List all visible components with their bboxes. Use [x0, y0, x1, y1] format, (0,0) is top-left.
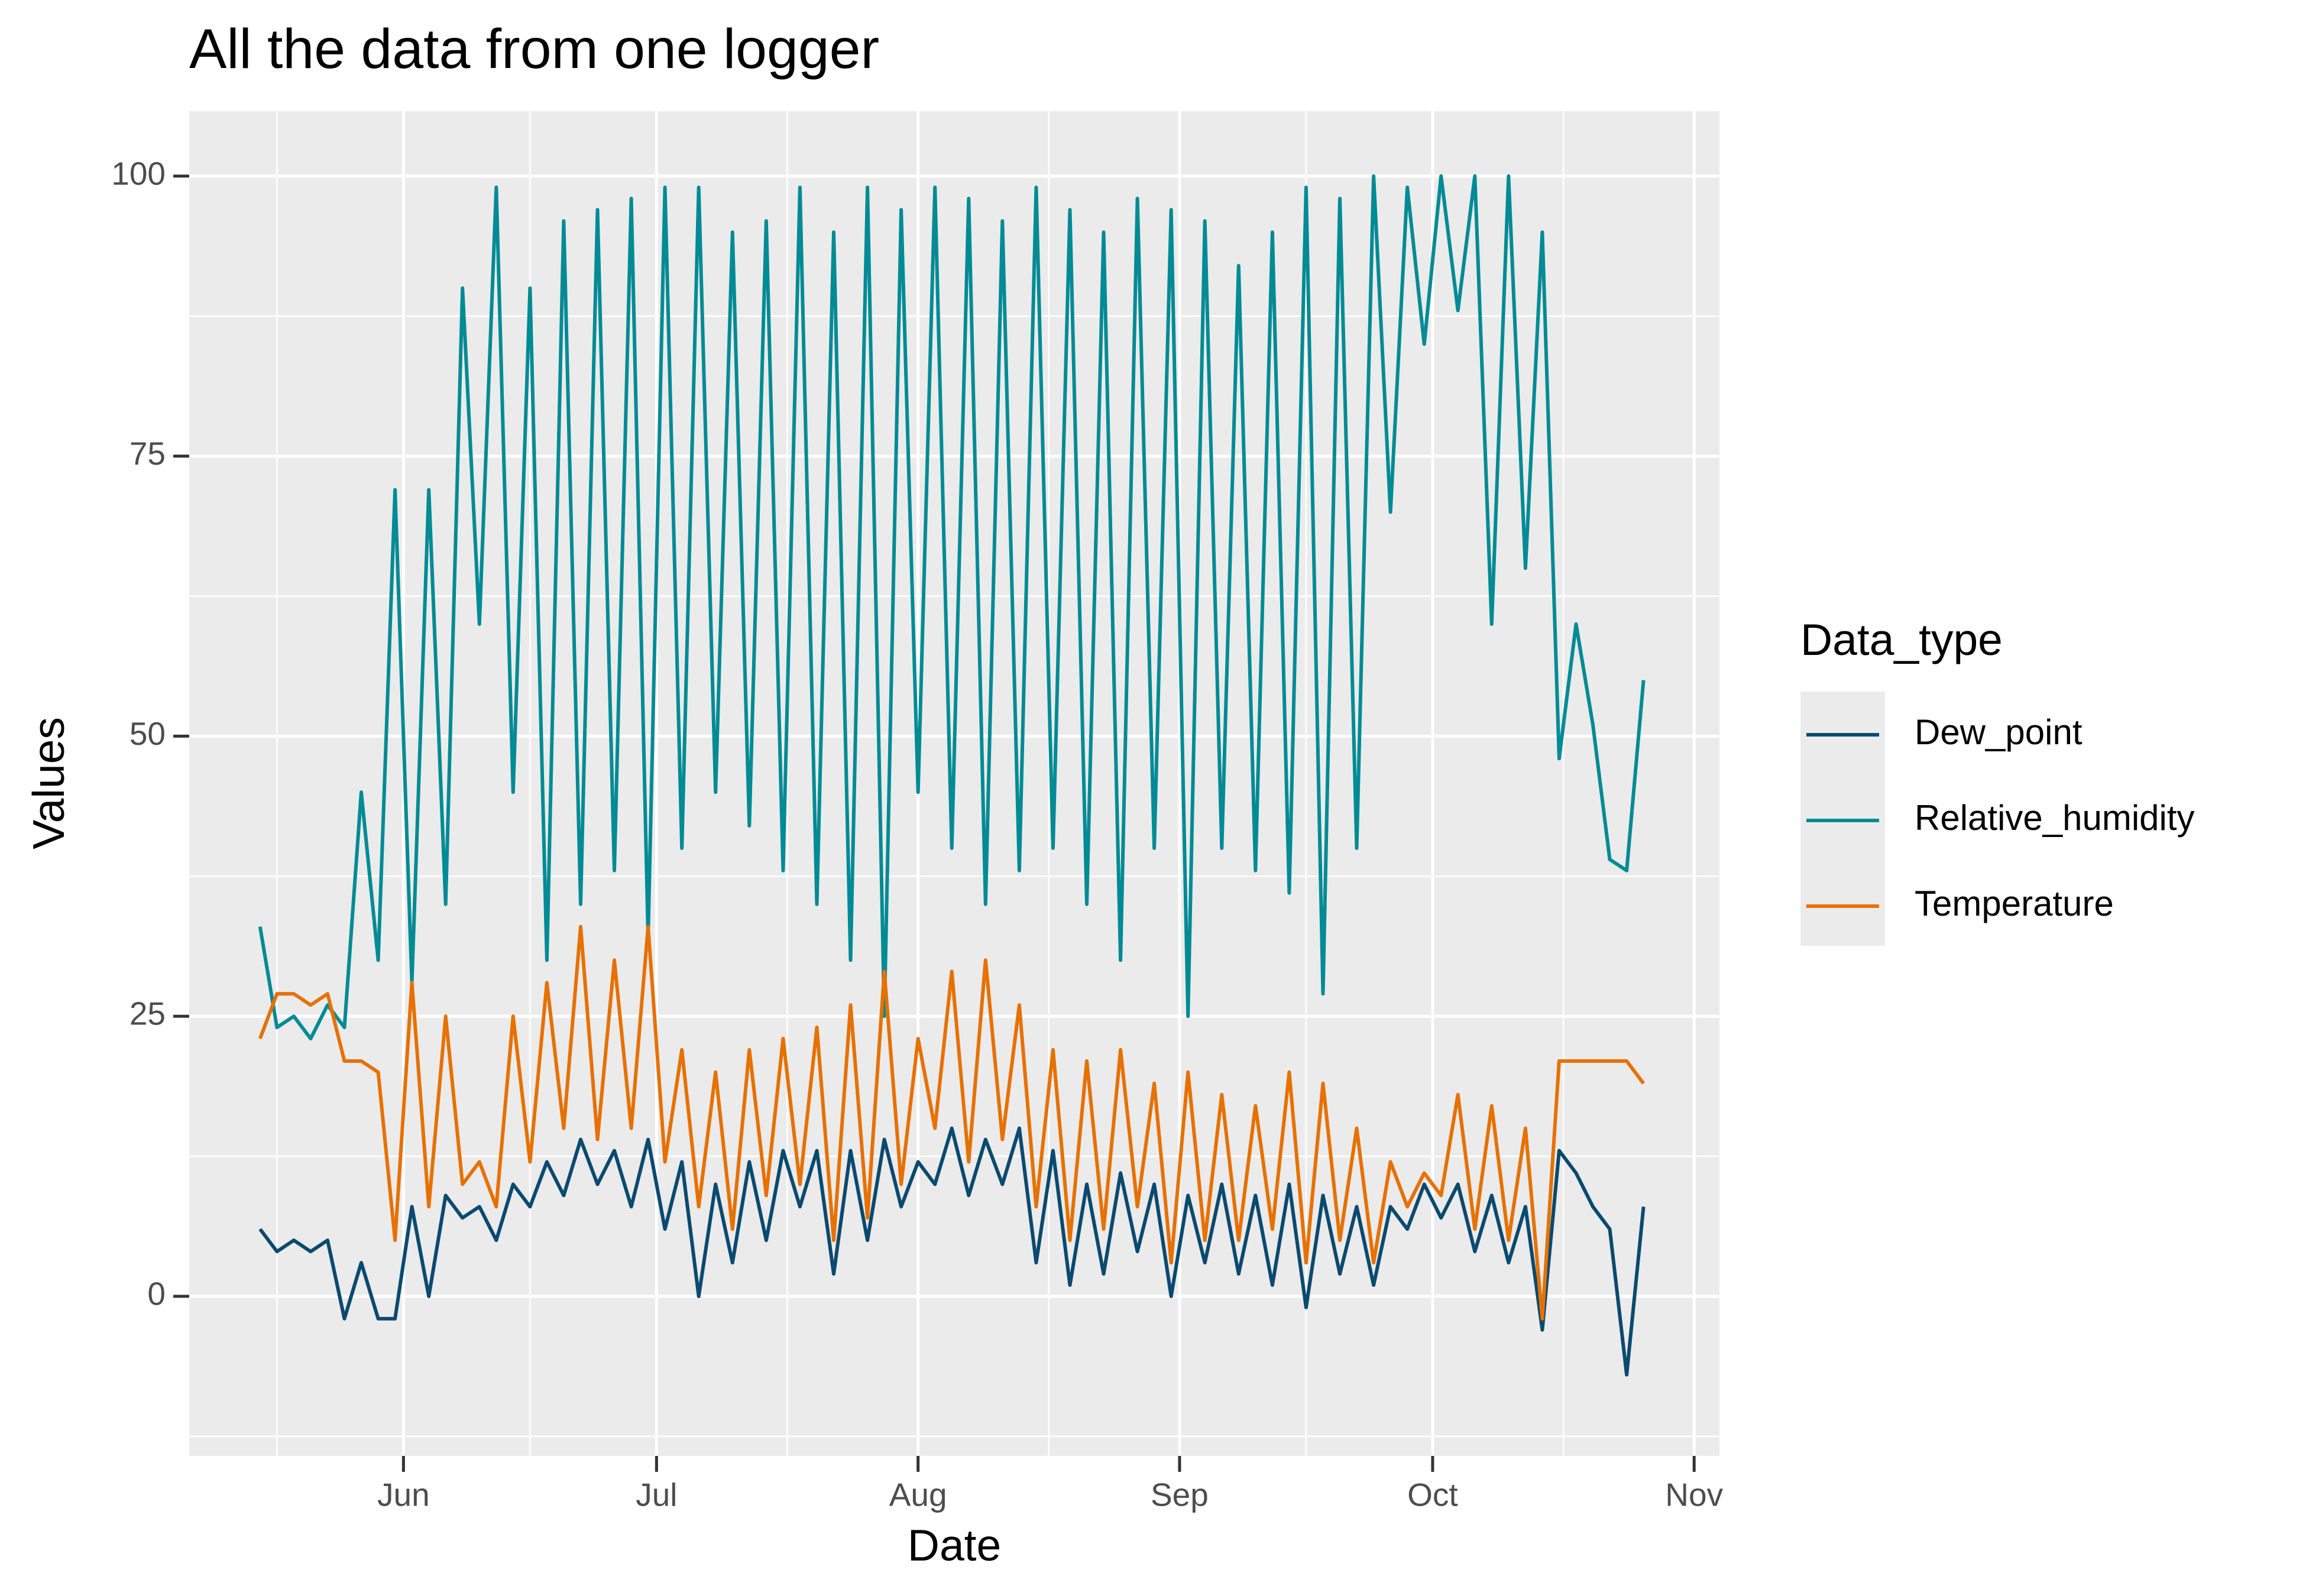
series-line — [258, 1126, 1646, 1377]
axes: 0 25 50 75 100 Jun Jul Aug Sep Oct Nov — [111, 155, 1723, 1513]
legend: Data_type Dew_point Relative_humidity Temp… — [1800, 615, 2195, 946]
y-tick-label: 100 — [111, 155, 166, 192]
legend-label: Temperature — [1915, 884, 2114, 923]
x-tick-label: Oct — [1407, 1477, 1458, 1513]
y-axis-title: Values — [24, 717, 73, 849]
chart-title: All the data from one logger — [189, 18, 879, 80]
lines — [258, 174, 1646, 1377]
grid — [189, 111, 1719, 1456]
y-tick-label: 25 — [129, 995, 166, 1032]
x-tick-label: Sep — [1151, 1477, 1209, 1513]
y-tick-label: 75 — [129, 435, 166, 472]
x-tick-label: Jul — [636, 1477, 677, 1513]
series-line — [258, 174, 1646, 1041]
y-tick-label: 50 — [129, 715, 166, 752]
x-axis-title: Date — [908, 1520, 1001, 1570]
x-tick-label: Nov — [1665, 1477, 1723, 1513]
y-tick-label: 0 — [147, 1275, 166, 1312]
legend-title: Data_type — [1800, 615, 2003, 664]
series-line — [258, 924, 1645, 1321]
legend-label: Dew_point — [1915, 712, 2082, 752]
x-tick-label: Aug — [889, 1477, 947, 1513]
x-tick-label: Jun — [377, 1477, 430, 1513]
legend-label: Relative_humidity — [1915, 798, 2195, 838]
